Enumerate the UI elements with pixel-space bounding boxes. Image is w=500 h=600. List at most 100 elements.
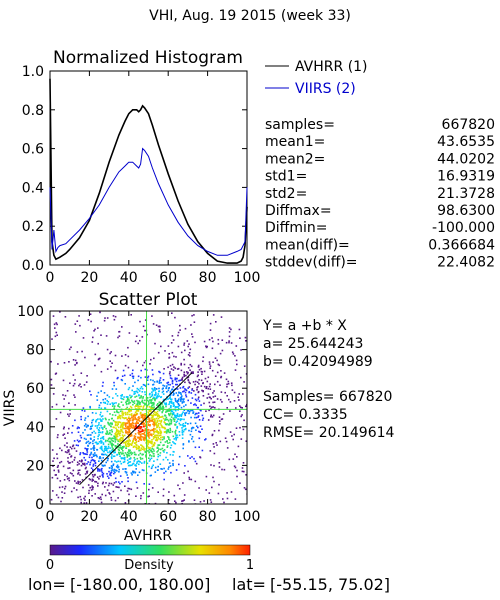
scatter-point bbox=[108, 396, 111, 398]
scatter-point bbox=[64, 487, 66, 490]
scatter-point bbox=[156, 421, 158, 423]
scatter-point bbox=[160, 430, 162, 433]
scatter-point bbox=[131, 464, 133, 467]
scatter-point bbox=[169, 396, 171, 398]
scatter-point bbox=[97, 442, 100, 445]
scatter-point bbox=[169, 371, 171, 373]
scatter-point bbox=[72, 444, 75, 447]
scatter-point bbox=[124, 502, 127, 504]
scatter-point bbox=[159, 377, 162, 379]
scatter-point bbox=[172, 369, 175, 371]
scatter-point bbox=[115, 481, 117, 483]
scatter-point bbox=[99, 418, 101, 420]
scatter-point bbox=[93, 436, 96, 438]
scatter-point bbox=[201, 449, 204, 452]
scatter-point bbox=[220, 375, 223, 378]
scatter-point bbox=[157, 431, 159, 434]
scatter-point bbox=[179, 324, 181, 327]
scatter-point bbox=[228, 398, 230, 401]
scatter-point bbox=[153, 387, 156, 389]
scatter-point bbox=[221, 339, 224, 341]
scatter-point bbox=[210, 407, 212, 410]
scatter-point bbox=[128, 430, 131, 433]
scatter-point bbox=[148, 421, 151, 423]
scatter-point bbox=[71, 473, 73, 475]
scatter-point bbox=[79, 474, 81, 476]
scatter-point bbox=[128, 332, 131, 334]
scatter-point bbox=[62, 465, 65, 468]
scatter-point bbox=[94, 328, 96, 331]
scatter-point bbox=[134, 340, 137, 343]
scatter-point bbox=[140, 376, 142, 379]
scatter-point bbox=[100, 501, 103, 504]
scatter-point bbox=[176, 420, 179, 422]
scatter-point bbox=[91, 341, 94, 343]
scatter-point bbox=[153, 425, 155, 427]
scatter-point bbox=[145, 421, 147, 423]
scatter-point bbox=[226, 497, 229, 500]
scatter-point bbox=[142, 417, 144, 420]
scatter-point bbox=[232, 438, 234, 441]
scatter-point bbox=[129, 405, 132, 408]
scatter-point bbox=[175, 383, 177, 386]
scatter-point bbox=[95, 412, 97, 415]
scatter-point bbox=[148, 420, 151, 422]
scatter-point bbox=[153, 443, 155, 446]
scatter-point bbox=[162, 458, 165, 461]
scatter-point bbox=[207, 393, 210, 395]
scatter-point bbox=[171, 380, 174, 383]
scatter-point bbox=[106, 473, 108, 475]
scatter-point bbox=[106, 394, 109, 397]
scatter-point bbox=[240, 406, 242, 409]
scatter-point bbox=[131, 415, 133, 417]
scatter-point bbox=[183, 401, 185, 403]
scatter-point bbox=[72, 359, 75, 361]
scatter-point bbox=[157, 446, 159, 449]
scatter-point bbox=[182, 443, 185, 446]
scatter-point bbox=[212, 396, 215, 398]
scatter-point bbox=[210, 406, 213, 409]
scatter-y-tick-label: 20 bbox=[26, 458, 44, 474]
scatter-point bbox=[68, 467, 71, 469]
scatter-point bbox=[73, 447, 76, 450]
scatter-point bbox=[148, 406, 151, 408]
histogram-series-viirs bbox=[49, 147, 248, 256]
scatter-point bbox=[203, 385, 206, 388]
scatter-point bbox=[165, 385, 168, 387]
scatter-point bbox=[194, 480, 197, 483]
scatter-point bbox=[190, 478, 193, 481]
scatter-point bbox=[128, 402, 130, 404]
scatter-point bbox=[156, 380, 158, 383]
scatter-point bbox=[80, 501, 82, 504]
scatter-point bbox=[243, 381, 245, 383]
scatter-point bbox=[129, 443, 131, 445]
scatter-point bbox=[137, 409, 140, 412]
scatter-point bbox=[77, 496, 79, 499]
scatter-point bbox=[72, 474, 75, 477]
scatter-point bbox=[158, 382, 161, 384]
scatter-point bbox=[88, 478, 91, 480]
scatter-point bbox=[206, 345, 208, 348]
scatter-point bbox=[152, 379, 154, 382]
scatter-point bbox=[163, 472, 165, 474]
scatter-point bbox=[155, 397, 158, 400]
scatter-point bbox=[174, 433, 177, 435]
scatter-point bbox=[219, 420, 221, 422]
scatter-point bbox=[225, 440, 228, 443]
scatter-point bbox=[192, 411, 195, 413]
scatter-point bbox=[111, 388, 114, 390]
scatter-point bbox=[84, 499, 86, 501]
scatter-point bbox=[172, 462, 174, 465]
scatter-point bbox=[108, 467, 111, 469]
scatter-point bbox=[208, 363, 211, 365]
scatter-point bbox=[127, 480, 129, 483]
scatter-point bbox=[140, 416, 143, 419]
scatter-point bbox=[91, 424, 94, 426]
scatter-point bbox=[162, 399, 165, 401]
scatter-point bbox=[183, 428, 186, 431]
scatter-point bbox=[138, 463, 140, 466]
scatter-point bbox=[53, 457, 55, 460]
scatter-point bbox=[169, 401, 171, 404]
scatter-point bbox=[140, 458, 142, 460]
scatter-x-tick-label: 20 bbox=[80, 509, 98, 525]
